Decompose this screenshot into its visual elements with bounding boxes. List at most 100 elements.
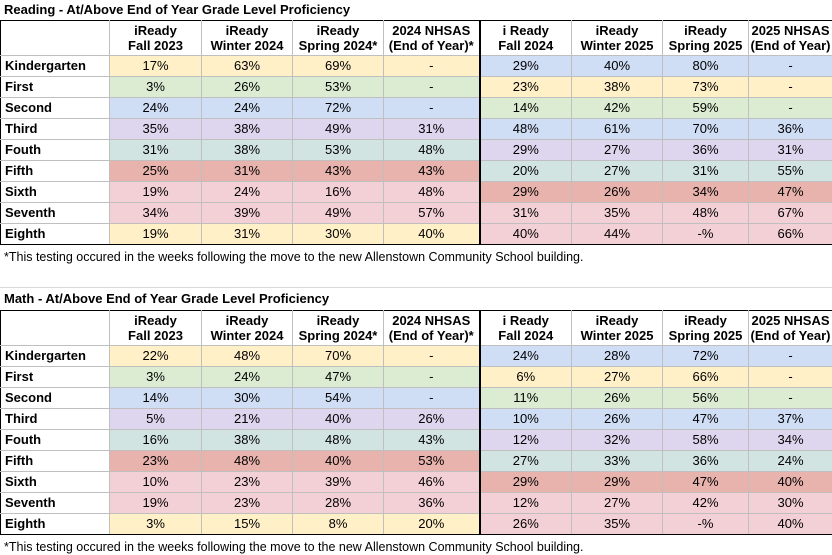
score-cell: 5%	[110, 409, 202, 430]
score-cell: 24%	[110, 98, 202, 119]
column-header-line1: 2025 NHSAS	[749, 23, 832, 38]
score-cell: 48%	[202, 346, 293, 367]
score-cell: 24%	[202, 98, 293, 119]
grade-label: Sixth	[1, 472, 110, 493]
score-cell: 12%	[480, 493, 572, 514]
score-cell: 31%	[663, 161, 749, 182]
grade-label: Fouth	[1, 140, 110, 161]
score-cell: 3%	[110, 514, 202, 535]
score-cell: 28%	[572, 346, 663, 367]
score-cell: 28%	[293, 493, 384, 514]
score-cell: 27%	[572, 493, 663, 514]
column-header-line2: Winter 2025	[572, 38, 662, 53]
column-header-line2: Spring 2025	[663, 38, 748, 53]
score-cell: 43%	[293, 161, 384, 182]
score-cell: 26%	[572, 182, 663, 203]
score-cell: 26%	[480, 514, 572, 535]
score-cell: 31%	[749, 140, 832, 161]
sheet-gridline	[0, 287, 832, 288]
score-cell: 47%	[663, 472, 749, 493]
column-header-line1: iReady	[110, 23, 201, 38]
score-cell: 38%	[202, 119, 293, 140]
reading-footnote: *This testing occured in the weeks follo…	[4, 249, 583, 265]
score-cell: 23%	[202, 493, 293, 514]
score-cell: -	[384, 388, 480, 409]
score-cell: 36%	[663, 451, 749, 472]
score-cell: 36%	[663, 140, 749, 161]
score-cell: 63%	[202, 56, 293, 77]
grade-label: Fifth	[1, 451, 110, 472]
score-cell: 44%	[572, 224, 663, 245]
column-header: 2024 NHSAS(End of Year)*	[384, 311, 480, 346]
score-cell: 31%	[110, 140, 202, 161]
score-cell: 3%	[110, 367, 202, 388]
column-header-line1: iReady	[293, 23, 383, 38]
score-cell: 3%	[110, 77, 202, 98]
column-header-line1: i Ready	[481, 313, 572, 328]
column-header-line2: Fall 2023	[110, 38, 201, 53]
score-cell: 17%	[110, 56, 202, 77]
score-cell: 59%	[663, 98, 749, 119]
column-header-line1: 2025 NHSAS	[749, 313, 832, 328]
score-cell: 61%	[572, 119, 663, 140]
score-cell: -	[749, 98, 832, 119]
grade-label: Kindergarten	[1, 346, 110, 367]
score-cell: 66%	[749, 224, 832, 245]
score-cell: 26%	[572, 388, 663, 409]
score-cell: 39%	[293, 472, 384, 493]
score-cell: 24%	[202, 367, 293, 388]
column-header-line1: iReady	[202, 313, 292, 328]
score-cell: 38%	[572, 77, 663, 98]
grade-label: Second	[1, 98, 110, 119]
column-header-line1: iReady	[110, 313, 201, 328]
column-header-line2: (End of Year)	[749, 38, 832, 53]
score-cell: 53%	[384, 451, 480, 472]
score-cell: 10%	[110, 472, 202, 493]
column-header-line2: Winter 2025	[572, 328, 662, 343]
reading-section-title: Reading - At/Above End of Year Grade Lev…	[4, 2, 350, 18]
score-cell: 53%	[293, 77, 384, 98]
column-header-line1: iReady	[572, 23, 662, 38]
column-header-line2: (End of Year)*	[384, 38, 479, 53]
column-header-line2: Spring 2025	[663, 328, 748, 343]
score-cell: 29%	[480, 472, 572, 493]
score-cell: 39%	[202, 203, 293, 224]
score-cell: 36%	[384, 493, 480, 514]
score-cell: -	[384, 98, 480, 119]
column-header-line2: Fall 2024	[481, 328, 572, 343]
score-cell: 23%	[480, 77, 572, 98]
grade-label: Eighth	[1, 514, 110, 535]
score-cell: 10%	[480, 409, 572, 430]
score-cell: 72%	[663, 346, 749, 367]
score-cell: -%	[663, 514, 749, 535]
grade-label: Seventh	[1, 493, 110, 514]
score-cell: 35%	[572, 514, 663, 535]
score-cell: 30%	[293, 224, 384, 245]
score-cell: 38%	[202, 430, 293, 451]
score-cell: 35%	[572, 203, 663, 224]
score-cell: 29%	[480, 182, 572, 203]
grade-label: Fouth	[1, 430, 110, 451]
score-cell: 55%	[749, 161, 832, 182]
column-header-line2: Winter 2024	[202, 38, 292, 53]
score-cell: 24%	[749, 451, 832, 472]
column-header-line1: iReady	[202, 23, 292, 38]
score-cell: 26%	[202, 77, 293, 98]
score-cell: 66%	[663, 367, 749, 388]
